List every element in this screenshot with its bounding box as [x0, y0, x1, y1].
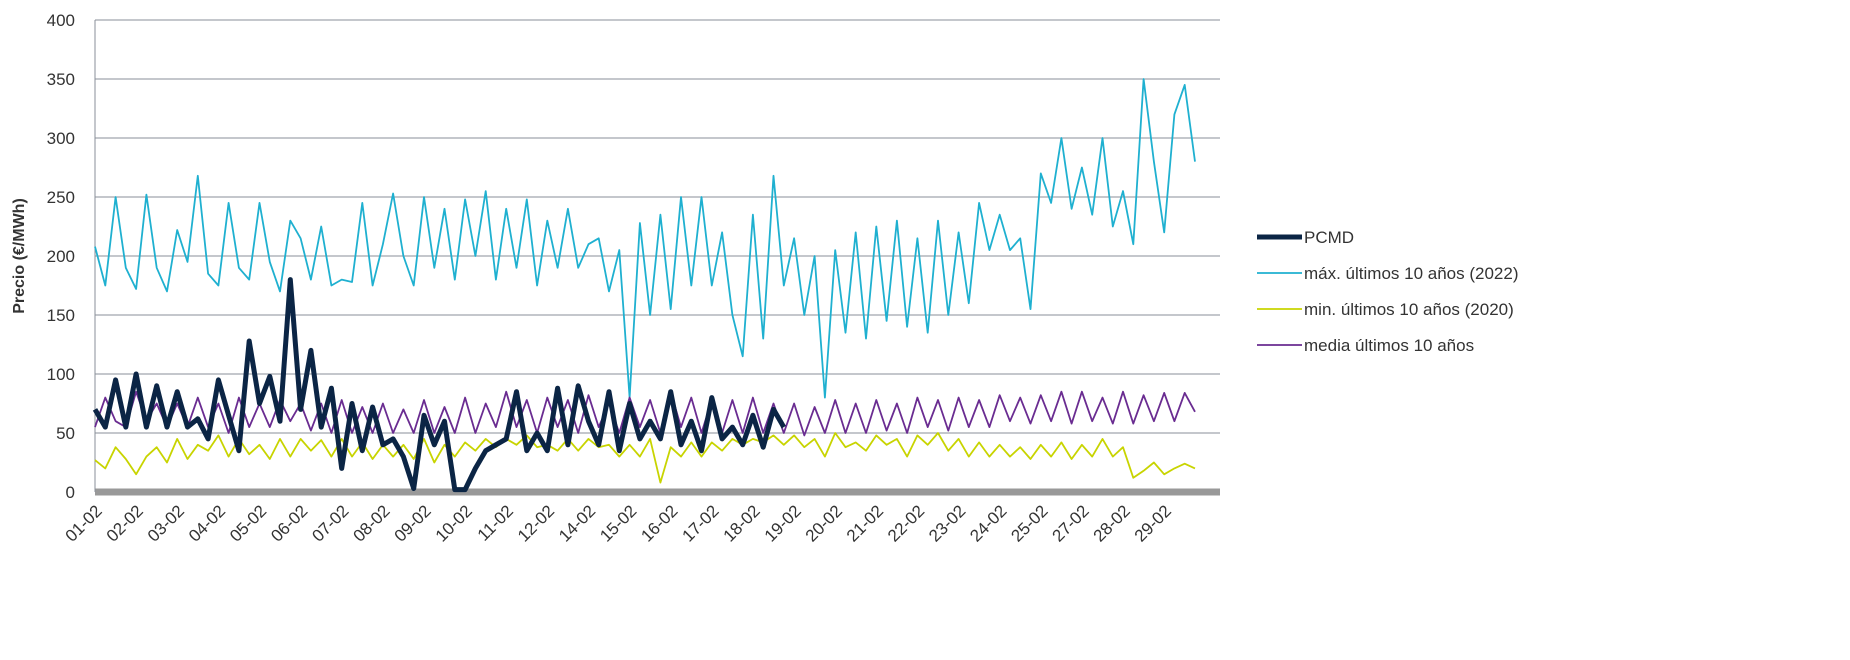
x-tick-label: 07-02 [308, 501, 352, 545]
x-tick-label: 02-02 [103, 501, 147, 545]
y-tick-label: 100 [47, 365, 75, 384]
x-tick-label: 03-02 [144, 501, 188, 545]
x-tick-label: 05-02 [226, 501, 270, 545]
y-tick-label: 300 [47, 129, 75, 148]
x-tick-label: 23-02 [925, 501, 969, 545]
legend-label: máx. últimos 10 años (2022) [1304, 264, 1519, 283]
y-tick-label: 250 [47, 188, 75, 207]
y-tick-label: 150 [47, 306, 75, 325]
x-tick-label: 11-02 [474, 501, 517, 544]
x-tick-label: 28-02 [1090, 501, 1134, 545]
x-tick-label: 09-02 [391, 501, 435, 545]
y-tick-label: 400 [47, 11, 75, 30]
x-tick-label: 15-02 [596, 501, 640, 545]
x-tick-label: 20-02 [802, 501, 846, 545]
x-tick-label: 14-02 [555, 501, 599, 545]
x-tick-label: 10-02 [432, 501, 476, 545]
x-tick-label: 29-02 [1131, 501, 1175, 545]
legend-label: PCMD [1304, 228, 1354, 247]
x-tick-label: 08-02 [349, 501, 393, 545]
legend-label: media últimos 10 años [1304, 336, 1474, 355]
x-tick-label: 18-02 [720, 501, 764, 545]
x-tick-label: 01-02 [62, 501, 106, 545]
legend-label: min. últimos 10 años (2020) [1304, 300, 1514, 319]
x-tick-label: 22-02 [884, 501, 928, 545]
y-tick-label: 350 [47, 70, 75, 89]
x-tick-label: 06-02 [267, 501, 311, 545]
x-tick-label: 25-02 [1007, 501, 1051, 545]
y-axis-label: Precio (€/MWh) [11, 198, 28, 314]
x-tick-label: 12-02 [514, 501, 558, 545]
series-line [94, 78, 1196, 399]
x-tick-label: 27-02 [1049, 501, 1093, 545]
y-tick-label: 50 [56, 424, 75, 443]
series-line [92, 277, 786, 493]
y-tick-label: 0 [66, 483, 75, 502]
x-tick-label: 17-02 [678, 501, 722, 545]
series-line [94, 432, 1196, 484]
x-tick-label: 21-02 [843, 501, 887, 545]
x-tick-label: 16-02 [637, 501, 681, 545]
x-tick-label: 19-02 [761, 501, 805, 545]
y-tick-label: 200 [47, 247, 75, 266]
x-tick-label: 04-02 [185, 501, 229, 545]
x-tick-label: 24-02 [966, 501, 1010, 545]
